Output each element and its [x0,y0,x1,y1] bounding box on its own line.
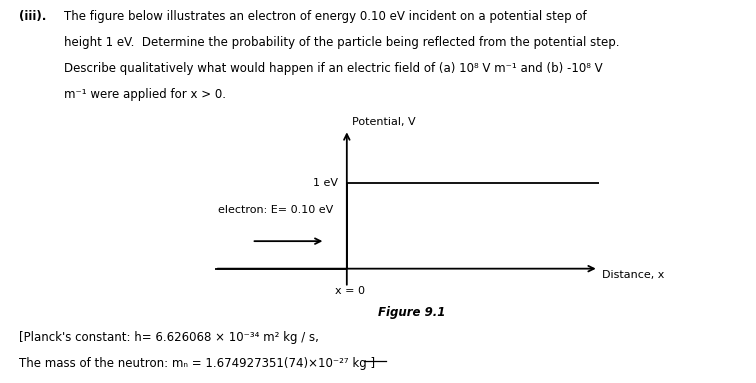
Text: m⁻¹ were applied for x > 0.: m⁻¹ were applied for x > 0. [64,88,226,101]
Text: electron: E= 0.10 eV: electron: E= 0.10 eV [218,205,333,215]
Text: 1 eV: 1 eV [312,178,338,188]
Text: [Planck's constant: h= 6.626068 × 10⁻³⁴ m² kg / s,: [Planck's constant: h= 6.626068 × 10⁻³⁴ … [19,331,319,344]
Text: The mass of the neutron: mₙ = 1.674927351(74)×10⁻²⁷ kg ]: The mass of the neutron: mₙ = 1.67492735… [19,357,375,370]
Text: Figure 9.1: Figure 9.1 [378,306,446,319]
Text: x = 0: x = 0 [335,286,365,296]
Text: height 1 eV.  Determine the probability of the particle being reflected from the: height 1 eV. Determine the probability o… [64,36,620,49]
Text: Describe qualitatively what would happen if an electric field of (a) 10⁸ V m⁻¹ a: Describe qualitatively what would happen… [64,62,603,75]
Text: (iii).: (iii). [19,10,46,23]
Text: Distance, x: Distance, x [602,270,664,280]
Text: The figure below illustrates an electron of energy 0.10 eV incident on a potenti: The figure below illustrates an electron… [64,10,587,23]
Text: Potential, V: Potential, V [352,117,415,127]
